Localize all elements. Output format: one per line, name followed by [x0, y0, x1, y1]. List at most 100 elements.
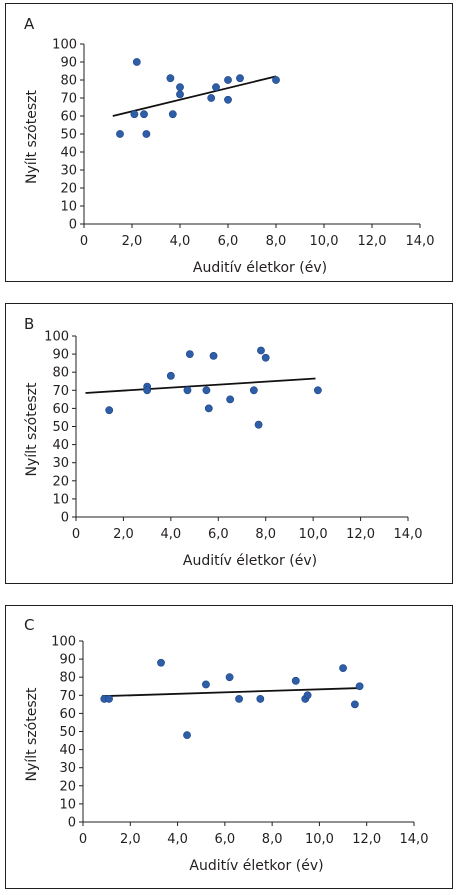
x-tick-label: 12,0 — [352, 832, 381, 847]
data-point — [236, 74, 244, 83]
y-axis-title: Nyílt szóteszt — [24, 90, 40, 184]
data-point — [350, 700, 359, 709]
data-point — [207, 94, 216, 102]
data-point — [226, 395, 235, 404]
data-point — [143, 386, 152, 395]
data-point — [185, 350, 194, 358]
trend-line — [101, 687, 360, 698]
data-point — [204, 404, 213, 413]
x-axis-title: Auditív életkor (év) — [193, 260, 327, 276]
x-axis-title: Auditív életkor (év) — [183, 553, 317, 569]
x-tick-label: 8,0 — [266, 234, 287, 249]
y-tick-label: 20 — [60, 182, 77, 197]
y-axis-title: Nyílt szóteszt — [24, 687, 40, 781]
y-tick-label: 100 — [51, 635, 76, 650]
y-tick-label: 90 — [60, 56, 77, 71]
x-tick-label: 14,0 — [394, 527, 423, 542]
x-tick-label: 2,0 — [120, 832, 141, 847]
data-point — [209, 352, 218, 360]
x-tick-label: 8,0 — [255, 527, 276, 542]
y-tick-label: 70 — [59, 689, 76, 704]
y-tick-label: 30 — [52, 456, 69, 471]
data-point — [212, 83, 220, 92]
data-point — [132, 58, 141, 66]
panel-label: B — [24, 315, 34, 333]
data-point — [157, 658, 165, 667]
x-tick-label: 12,0 — [358, 234, 387, 249]
data-point — [140, 110, 148, 119]
x-tick-label: 4,0 — [161, 527, 182, 542]
data-point — [166, 371, 175, 380]
y-tick-label: 40 — [52, 438, 69, 453]
data-point — [313, 386, 322, 395]
data-point — [256, 695, 265, 703]
y-tick-label: 100 — [44, 330, 69, 345]
data-point — [257, 346, 265, 355]
chart-panel-a: A 0 10 20 30 40 50 60 70 80 90 100 0 2,0 4,0 6,0 8,0 10,0… — [5, 3, 453, 282]
data-point — [254, 420, 263, 429]
y-tick-label: 50 — [60, 128, 77, 143]
x-tick-label: 4,0 — [170, 234, 191, 249]
data-point — [202, 386, 211, 395]
y-tick-label: 20 — [59, 779, 76, 794]
y-tick-label: 80 — [60, 74, 77, 89]
x-tick-label: 2,0 — [122, 234, 143, 249]
data-point — [272, 76, 280, 84]
y-tick-label: 90 — [59, 653, 76, 668]
scatter-plot-svg: C 0 10 20 30 40 50 60 70 80 90 100 0 2,0 4,0 6,0 8,0 10,0… — [24, 616, 429, 874]
x-tick-label: 6,0 — [218, 234, 239, 249]
panel-label: C — [24, 616, 34, 634]
data-point — [235, 695, 243, 703]
scatter-plot-svg: A 0 10 20 30 40 50 60 70 80 90 100 0 2,0 4,0 6,0 8,0 10,0… — [24, 15, 435, 276]
y-tick-label: 40 — [60, 146, 77, 161]
data-point — [261, 353, 270, 362]
data-point — [355, 682, 364, 691]
chart-panel-b: B 0 10 20 30 40 50 60 70 80 90 100 0 2,0 4,0 6,0 8,0 10,0… — [5, 303, 453, 584]
y-tick-label: 30 — [60, 164, 77, 179]
data-point — [105, 695, 113, 703]
y-tick-label: 0 — [69, 218, 77, 233]
data-point — [176, 90, 184, 99]
y-tick-label: 40 — [59, 743, 76, 758]
x-tick-label: 0 — [79, 832, 87, 847]
y-tick-label: 60 — [52, 402, 69, 417]
x-tick-label: 6,0 — [208, 527, 229, 542]
y-tick-label: 10 — [60, 200, 77, 215]
y-tick-label: 70 — [52, 384, 69, 399]
data-point — [176, 83, 184, 92]
y-tick-label: 90 — [52, 348, 69, 363]
y-tick-label: 10 — [59, 797, 76, 812]
y-tick-label: 70 — [60, 92, 77, 107]
y-tick-label: 50 — [59, 725, 76, 740]
y-tick-label: 0 — [68, 816, 76, 831]
trend-line — [85, 377, 316, 394]
y-tick-label: 20 — [52, 474, 69, 489]
y-tick-label: 80 — [52, 366, 69, 381]
y-tick-label: 80 — [59, 671, 76, 686]
x-tick-label: 10,0 — [305, 832, 334, 847]
data-point — [130, 110, 139, 119]
data-point — [225, 673, 234, 682]
data-point — [291, 676, 300, 685]
data-point — [166, 74, 175, 83]
y-tick-label: 60 — [60, 110, 77, 125]
x-tick-label: 10,0 — [310, 234, 339, 249]
data-point — [183, 386, 192, 395]
data-point — [168, 110, 177, 119]
data-point — [116, 130, 124, 138]
scatter-plot-svg: B 0 10 20 30 40 50 60 70 80 90 100 0 2,0 4,0 6,0 8,0 10,0… — [24, 315, 423, 569]
x-tick-label: 0 — [72, 527, 80, 542]
data-point — [224, 95, 232, 104]
y-tick-label: 0 — [61, 511, 69, 526]
x-tick-label: 6,0 — [215, 832, 236, 847]
x-tick-label: 10,0 — [299, 527, 328, 542]
x-tick-label: 8,0 — [262, 832, 283, 847]
data-point — [224, 76, 232, 84]
x-tick-label: 14,0 — [406, 234, 435, 249]
y-tick-label: 50 — [52, 420, 69, 435]
y-tick-label: 60 — [59, 707, 76, 722]
chart-panel-c: C 0 10 20 30 40 50 60 70 80 90 100 0 2,0 4,0 6,0 8,0 10,0… — [5, 605, 453, 889]
x-tick-label: 4,0 — [167, 832, 188, 847]
trend-line — [112, 75, 277, 117]
x-tick-label: 14,0 — [400, 832, 429, 847]
